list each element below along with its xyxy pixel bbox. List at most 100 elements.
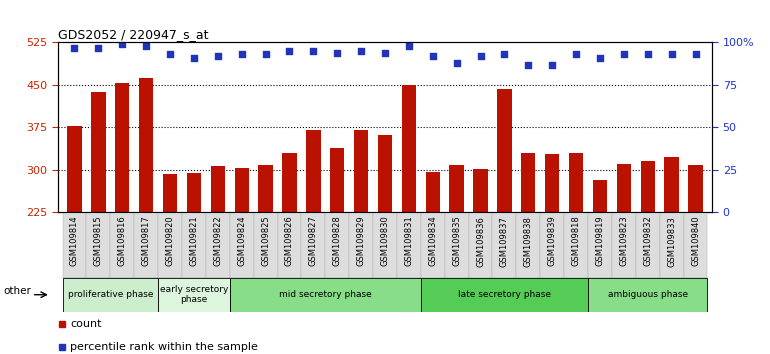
Bar <box>211 166 225 212</box>
Point <box>116 41 129 47</box>
Point <box>474 53 487 59</box>
Bar <box>62 212 86 278</box>
Bar <box>110 212 134 278</box>
Bar <box>421 212 445 278</box>
Text: count: count <box>70 319 102 330</box>
Text: GSM109821: GSM109821 <box>189 216 199 266</box>
Point <box>546 62 558 67</box>
Point <box>283 48 296 54</box>
Point <box>403 43 415 49</box>
Bar <box>187 173 201 212</box>
Point <box>618 52 630 57</box>
Bar <box>665 158 679 212</box>
Text: GSM109819: GSM109819 <box>595 216 604 266</box>
Text: GSM109834: GSM109834 <box>428 216 437 267</box>
Point <box>594 55 606 61</box>
Point <box>665 52 678 57</box>
Bar <box>588 212 612 278</box>
Point <box>259 52 272 57</box>
Bar <box>397 212 421 278</box>
Point <box>427 53 439 59</box>
Text: GSM109824: GSM109824 <box>237 216 246 266</box>
Point <box>522 62 534 67</box>
Point <box>188 55 200 61</box>
Bar <box>469 212 493 278</box>
Bar <box>450 165 464 212</box>
Bar <box>517 212 541 278</box>
Bar <box>86 212 110 278</box>
Bar <box>545 154 559 212</box>
Text: GSM109829: GSM109829 <box>357 216 366 266</box>
Bar <box>521 153 535 212</box>
Text: GSM109838: GSM109838 <box>524 216 533 267</box>
Bar <box>91 92 105 212</box>
Text: GSM109835: GSM109835 <box>452 216 461 267</box>
Bar <box>641 161 655 212</box>
Text: GSM109820: GSM109820 <box>166 216 175 266</box>
Bar <box>158 212 182 278</box>
Point <box>379 50 391 56</box>
Text: other: other <box>3 286 31 296</box>
Text: GSM109822: GSM109822 <box>213 216 223 266</box>
Bar <box>660 212 684 278</box>
Text: GSM109815: GSM109815 <box>94 216 103 266</box>
Text: GSM109816: GSM109816 <box>118 216 127 267</box>
Point <box>570 52 582 57</box>
Point <box>498 52 511 57</box>
Bar <box>373 212 397 278</box>
Bar <box>235 168 249 212</box>
Bar <box>593 180 608 212</box>
Bar <box>67 126 82 212</box>
Text: GSM109814: GSM109814 <box>70 216 79 266</box>
Bar <box>402 85 416 212</box>
Bar <box>426 172 440 212</box>
Point <box>212 53 224 59</box>
Text: GSM109826: GSM109826 <box>285 216 294 267</box>
Text: GDS2052 / 220947_s_at: GDS2052 / 220947_s_at <box>58 28 208 41</box>
Bar <box>688 165 703 212</box>
Bar <box>277 212 301 278</box>
Bar <box>612 212 636 278</box>
Bar <box>134 212 158 278</box>
Bar <box>229 278 421 312</box>
Text: GSM109830: GSM109830 <box>380 216 390 267</box>
Text: percentile rank within the sample: percentile rank within the sample <box>70 342 258 353</box>
Bar <box>206 212 229 278</box>
Point <box>355 48 367 54</box>
Text: mid secretory phase: mid secretory phase <box>279 290 372 299</box>
Bar <box>564 212 588 278</box>
Bar <box>306 130 320 212</box>
Bar <box>445 212 469 278</box>
Point <box>164 52 176 57</box>
Point <box>689 52 701 57</box>
Bar <box>349 212 373 278</box>
Text: GSM109827: GSM109827 <box>309 216 318 267</box>
Bar <box>301 212 325 278</box>
Bar <box>229 212 253 278</box>
Bar <box>354 130 368 212</box>
Bar <box>588 278 708 312</box>
Bar <box>617 164 631 212</box>
Point <box>450 60 463 66</box>
Bar <box>541 212 564 278</box>
Text: GSM109837: GSM109837 <box>500 216 509 267</box>
Bar <box>497 89 511 212</box>
Text: early secretory
phase: early secretory phase <box>159 285 228 304</box>
Bar <box>162 175 177 212</box>
Bar <box>158 278 229 312</box>
Bar <box>330 148 344 212</box>
Point <box>236 52 248 57</box>
Point <box>307 48 320 54</box>
Text: GSM109817: GSM109817 <box>142 216 151 267</box>
Bar <box>569 153 583 212</box>
Text: GSM109831: GSM109831 <box>404 216 413 267</box>
Bar <box>253 212 277 278</box>
Bar <box>139 78 153 212</box>
Bar <box>636 212 660 278</box>
Point <box>69 45 81 50</box>
Text: ambiguous phase: ambiguous phase <box>608 290 688 299</box>
Text: GSM109825: GSM109825 <box>261 216 270 266</box>
Bar <box>283 153 296 212</box>
Point <box>92 45 105 50</box>
Bar <box>493 212 517 278</box>
